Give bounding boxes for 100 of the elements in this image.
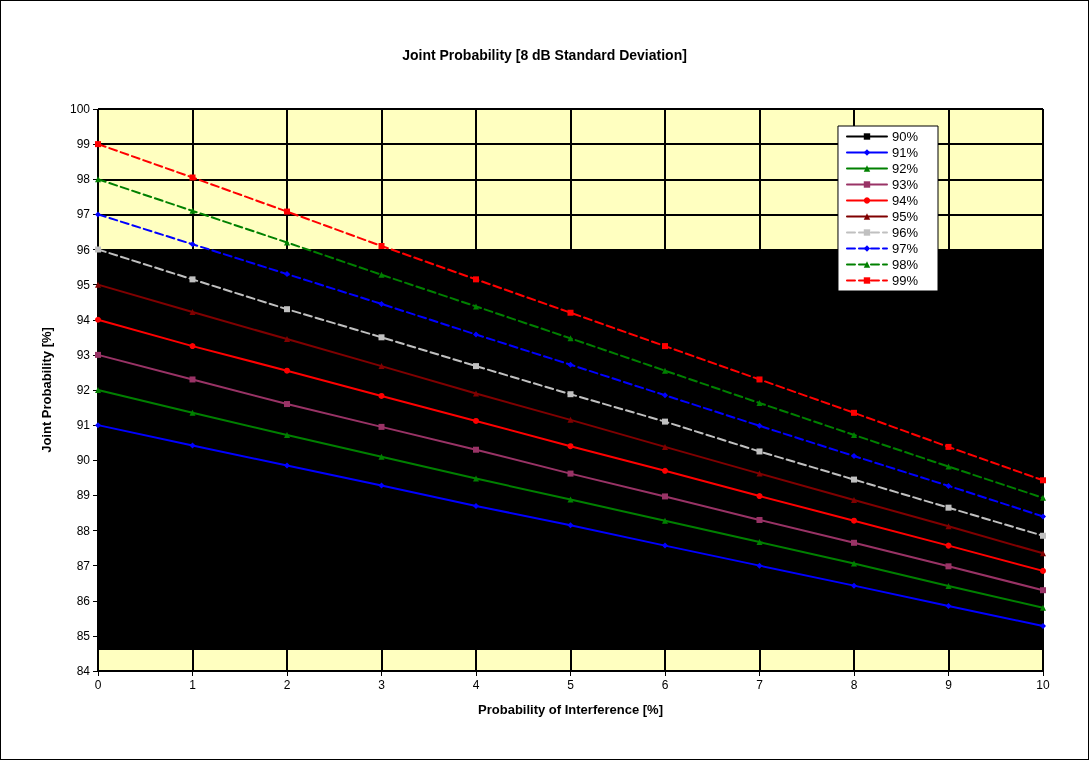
y-tick-label: 99 [76,137,91,152]
point [662,392,668,399]
legend-label: 92% [891,161,919,176]
point [378,271,385,278]
legend-label: 94% [891,193,919,208]
point [662,418,668,425]
legend-label: 96% [891,225,919,240]
point [756,376,763,383]
chart-title: Joint Probability [8 dB Standard Deviation] [402,47,687,63]
point [567,391,574,398]
y-tick-label: 90 [76,453,91,468]
point [945,482,952,489]
point [189,174,196,181]
y-tick-label: 98 [76,172,91,187]
point [284,367,290,374]
point [756,562,763,569]
point [1040,513,1046,520]
point [189,409,196,416]
point [189,276,196,283]
point [473,502,479,509]
y-tick-label: 84 [76,664,91,678]
x-tick-label: 7 [756,678,764,692]
point [1040,550,1046,557]
point [1040,567,1046,574]
point [851,453,857,460]
point [189,376,196,383]
y-tick-label: 94 [76,312,91,327]
point [189,343,196,350]
point [284,271,290,278]
legend-label: 98% [891,257,919,272]
point [662,467,668,474]
point [284,431,290,438]
point [945,603,952,610]
point [851,409,857,416]
y-tick-label: 97 [76,207,91,222]
y-tick-label: 100 [69,102,91,116]
point [284,336,290,343]
y-axis-title: Joint Probability [%] [39,327,54,453]
point [189,207,196,214]
point [567,309,574,316]
y-tick-label: 88 [76,523,91,538]
y-tick-label: 93 [76,347,91,362]
x-tick-label: 10 [1036,678,1050,692]
point [567,443,574,450]
point [662,493,668,500]
point [945,443,952,450]
point [756,470,763,477]
point [945,563,952,570]
point [1040,604,1046,611]
point [567,416,574,423]
point [756,539,763,546]
point [189,309,196,316]
point [378,392,385,399]
point [756,400,763,406]
legend-label: 95% [891,209,919,224]
point [1040,623,1046,630]
y-tick-label: 91 [76,418,91,433]
point [756,516,763,523]
point [567,522,574,529]
point [473,475,479,482]
point [378,334,385,341]
point [473,390,479,397]
point [378,482,385,489]
y-tick-label: 89 [76,488,91,503]
point [473,331,479,338]
legend-label: 91% [891,145,919,160]
point [567,335,574,342]
x-tick-label: 5 [567,678,575,692]
legend-label: 97% [891,241,919,256]
point [851,539,857,546]
point [378,453,385,460]
y-tick-label: 92 [76,383,91,397]
y-tick-label: 85 [76,628,91,643]
point [945,583,952,589]
point [851,517,857,524]
point [473,417,479,424]
point [378,242,385,249]
point [662,343,668,350]
point [284,239,290,246]
point [378,423,385,430]
x-tick-label: 2 [283,678,291,692]
point [851,496,857,503]
y-tick-label: 86 [76,593,91,608]
point [662,443,668,450]
point [473,276,479,283]
point [756,422,763,429]
point [567,496,574,503]
point [945,463,952,470]
point [284,208,290,215]
x-tick-label: 3 [378,678,386,692]
point [756,493,763,500]
point [473,303,479,310]
point [95,316,101,323]
x-tick-label: 0 [94,678,102,692]
x-tick-label: 1 [189,678,197,692]
legend-label: 90% [891,129,919,144]
point [851,431,857,438]
point [378,363,385,370]
point [662,542,668,549]
point [945,504,952,511]
